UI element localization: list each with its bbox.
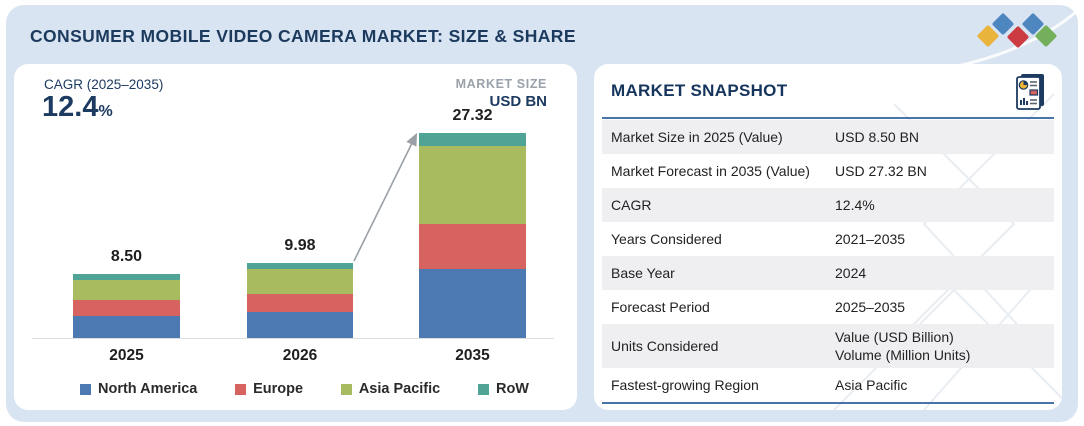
snapshot-row-value: 2021–2035 <box>835 230 906 247</box>
snapshot-bottom-divider <box>602 402 1054 404</box>
snapshot-table: Market Size in 2025 (Value) USD 8.50 BN Ma… <box>602 120 1054 404</box>
snapshot-row-value: USD 27.32 BN <box>835 162 927 179</box>
x-axis-baseline <box>32 338 554 339</box>
bar-total-label: 9.98 <box>284 237 316 255</box>
bar-2025 <box>73 274 180 338</box>
x-axis-tick-2035: 2035 <box>455 347 490 364</box>
cagr-label: CAGR (2025–2035) <box>44 77 164 92</box>
cagr-percent-sign: % <box>98 103 113 120</box>
snapshot-row-value: 12.4% <box>835 196 875 213</box>
legend-item-row: RoW <box>477 381 529 397</box>
bar-segment-europe <box>73 300 180 316</box>
snapshot-row-label: CAGR <box>611 197 652 213</box>
legend-swatch-icon <box>235 383 247 395</box>
snapshot-row: Units Considered Value (USD Billion) Volum… <box>602 324 1054 368</box>
bar-total-label: 8.50 <box>110 248 143 266</box>
bar-segment-europe <box>247 293 353 312</box>
snapshot-row: Fastest-growing Region Asia Pacific <box>602 368 1054 402</box>
bar-segment-row <box>73 274 180 280</box>
snapshot-row-value: Asia Pacific <box>835 376 908 393</box>
snapshot-title: MARKET SNAPSHOT <box>611 81 788 100</box>
legend-item-north-america: North America <box>80 381 197 397</box>
market-size-unit: USD BN <box>489 93 547 110</box>
bar-2035 <box>419 133 526 338</box>
chart-panel: CAGR (2025–2035) 12.4% MARKET SIZE USD B… <box>14 64 577 410</box>
snapshot-row-label: Market Size in 2025 (Value) <box>611 129 783 145</box>
x-axis-tick-2025: 2025 <box>109 347 144 364</box>
bar-chart-plot: 8.50 2025 9.98 2026 27.32 2035 <box>14 64 577 364</box>
brand-logo-icon <box>977 13 1057 48</box>
snapshot-row: Forecast Period 2025–2035 <box>602 290 1054 324</box>
page-title: CONSUMER MOBILE VIDEO CAMERA MARKET: SIZ… <box>30 26 576 46</box>
snapshot-row-value: USD 8.50 BN <box>835 128 920 145</box>
bar-segment-north-america <box>419 268 526 338</box>
snapshot-row: Years Considered 2021–2035 <box>602 222 1054 256</box>
legend-label: Europe <box>253 381 304 397</box>
snapshot-row-value: Value (USD Billion) Volume (Million Units… <box>835 328 971 363</box>
snapshot-row-label: Market Forecast in 2035 (Value) <box>611 163 810 179</box>
bar-segment-row <box>247 263 353 269</box>
snapshot-row-label: Forecast Period <box>611 299 710 315</box>
legend-label: RoW <box>495 381 529 397</box>
bar-segment-europe <box>419 223 526 269</box>
legend-swatch-icon <box>80 383 91 395</box>
snapshot-row: CAGR 12.4% <box>602 188 1054 222</box>
legend-item-asia-pacific: Asia Pacific <box>340 381 441 397</box>
snapshot-row-value: 2025–2035 <box>835 298 906 315</box>
bar-2026 <box>247 263 353 338</box>
bar-total-label: 27.32 <box>452 107 493 125</box>
chart-legend: North America Europe Asia Pacific RoW <box>80 381 529 397</box>
bar-segment-asia-pacific <box>419 145 526 224</box>
legend-label: North America <box>98 381 198 397</box>
snapshot-row-label: Units Considered <box>611 338 719 354</box>
bar-segment-north-america <box>73 315 180 338</box>
legend-swatch-icon <box>340 383 352 395</box>
bar-segment-asia-pacific <box>73 279 180 301</box>
bar-segment-row <box>419 133 526 146</box>
snapshot-row-label: Years Considered <box>611 231 722 247</box>
x-axis-tick-2026: 2026 <box>282 347 318 364</box>
legend-item-europe: Europe <box>235 381 303 397</box>
bar-segment-asia-pacific <box>247 268 353 294</box>
snapshot-row-value: 2024 <box>835 264 867 281</box>
cagr-value: 12.4% <box>42 91 113 123</box>
snapshot-row: Market Forecast in 2035 (Value) USD 27.32… <box>602 154 1054 188</box>
snapshot-row: Market Size in 2025 (Value) USD 8.50 BN <box>602 120 1054 154</box>
legend-label: Asia Pacific <box>358 381 441 397</box>
report-document-icon <box>1016 74 1044 110</box>
snapshot-header-divider <box>602 117 1054 119</box>
snapshot-row-label: Base Year <box>611 265 675 281</box>
snapshot-row: Base Year 2024 <box>602 256 1054 290</box>
market-snapshot-panel: MARKET SNAPSHOT Market Size in 2025 (Val… <box>594 64 1062 410</box>
legend-swatch-icon <box>477 383 489 395</box>
market-size-label: MARKET SIZE <box>455 77 547 91</box>
bar-segment-north-america <box>247 311 353 338</box>
snapshot-row-label: Fastest-growing Region <box>611 377 759 393</box>
